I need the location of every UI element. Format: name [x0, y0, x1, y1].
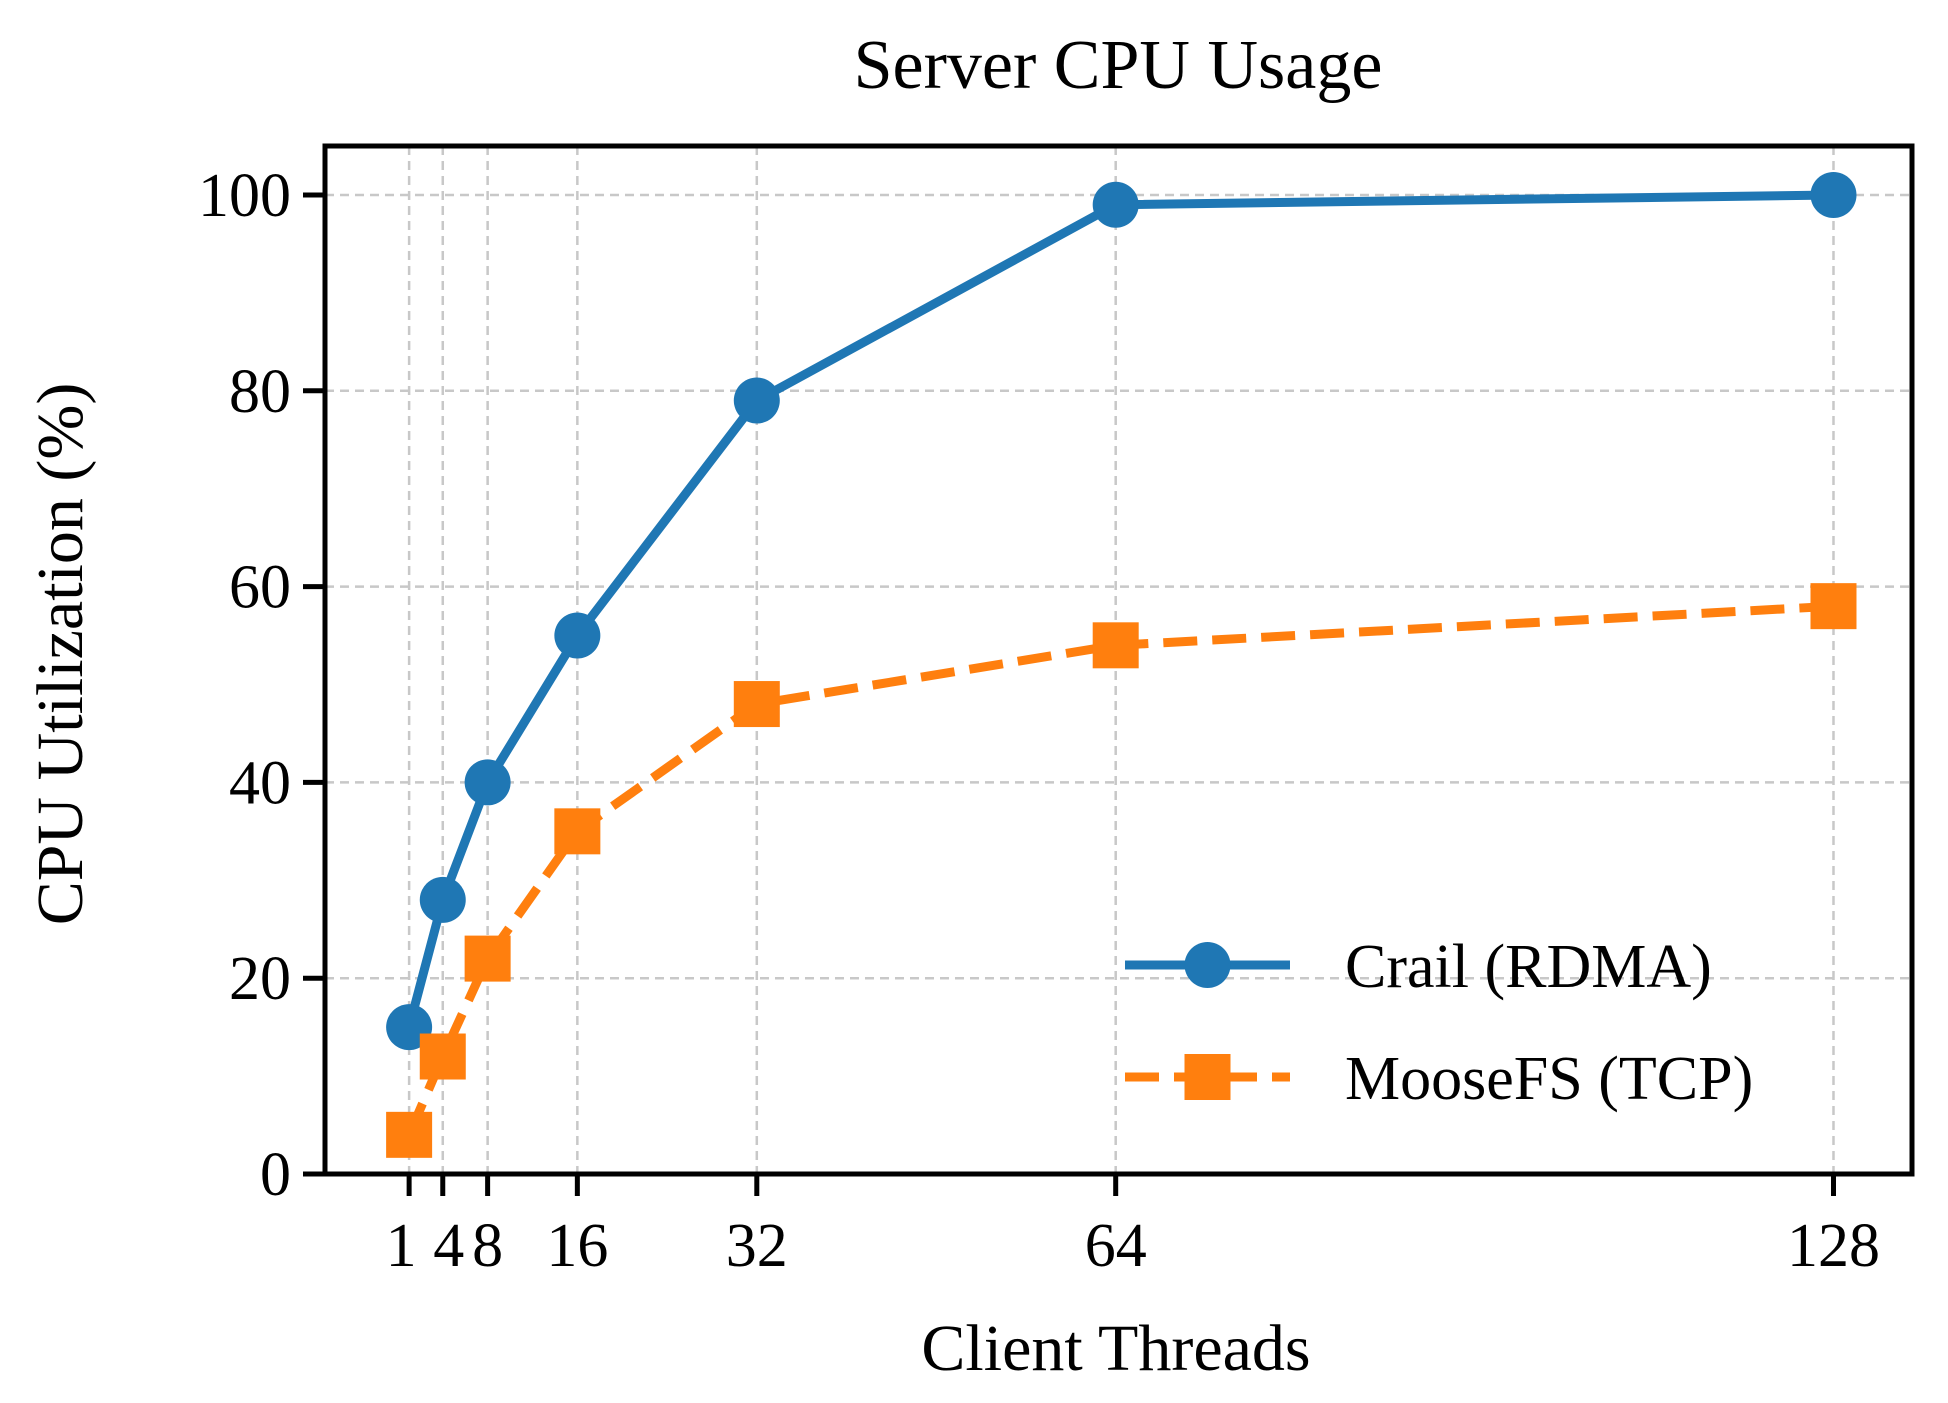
x-tick-label: 1 [386, 1212, 417, 1280]
y-axis-label: CPU Utilization (%) [24, 383, 97, 926]
data-point-square [554, 808, 601, 855]
legend-marker-square [1184, 1054, 1231, 1100]
x-axis-label: Client Threads [921, 1312, 1310, 1385]
x-tick-label: 4 [433, 1212, 464, 1280]
x-tick-label: 16 [546, 1212, 608, 1280]
data-point-circle [554, 612, 601, 659]
data-point-square [733, 681, 780, 728]
chart-title: Server CPU Usage [854, 27, 1383, 104]
y-tick-label: 20 [229, 945, 291, 1013]
legend-label-1: MooseFS (TCP) [1345, 1045, 1753, 1113]
x-tick-label: 8 [472, 1212, 503, 1280]
x-tick-label: 128 [1787, 1212, 1880, 1280]
x-tick-label: 32 [726, 1212, 788, 1280]
y-tick-label: 100 [198, 162, 291, 230]
data-point-circle [1092, 181, 1139, 228]
y-tick-label: 80 [229, 358, 291, 426]
x-tick-label: 64 [1085, 1212, 1147, 1280]
data-point-square [386, 1111, 433, 1158]
plot-frame [322, 143, 1915, 1177]
y-tick-label: 40 [229, 749, 291, 817]
legend: Crail (RDMA) MooseFS (TCP) [1125, 933, 1753, 1113]
data-point-circle [1810, 171, 1857, 218]
data-point-square [1092, 622, 1139, 669]
y-tick-label: 0 [260, 1141, 291, 1209]
data-point-circle [419, 876, 466, 923]
data-point-circle [733, 377, 780, 424]
y-tick-label: 60 [229, 554, 291, 622]
series-layer [386, 171, 1857, 1158]
data-point-square [1810, 583, 1857, 630]
legend-marker-circle [1184, 942, 1231, 988]
data-point-square [419, 1033, 466, 1080]
legend-label-0: Crail (RDMA) [1345, 933, 1712, 1001]
tick-layer: 1 4 8 16 32 64 128 0 20 40 60 80 100 [198, 162, 1880, 1280]
series-line-0 [404, 190, 1834, 1029]
data-point-circle [464, 759, 511, 806]
data-point-square [464, 935, 511, 982]
